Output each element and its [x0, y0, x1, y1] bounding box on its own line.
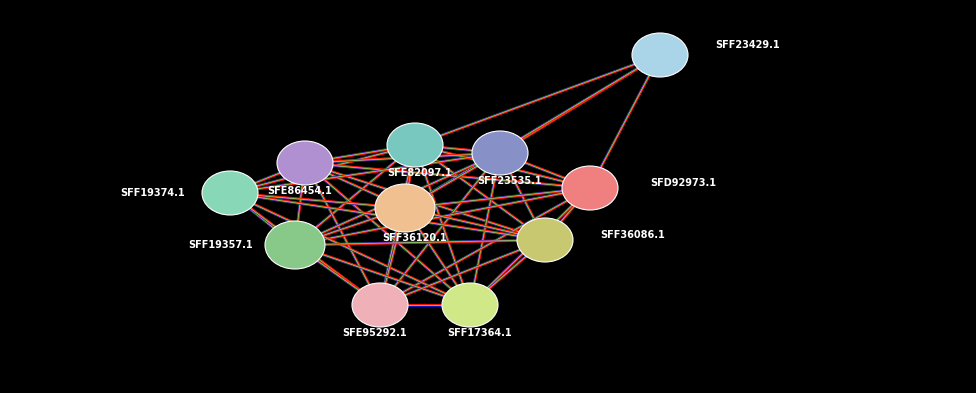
- Text: SFF23429.1: SFF23429.1: [715, 40, 780, 50]
- Ellipse shape: [517, 218, 573, 262]
- Text: SFE95292.1: SFE95292.1: [343, 328, 407, 338]
- Ellipse shape: [442, 283, 498, 327]
- Ellipse shape: [472, 131, 528, 175]
- Ellipse shape: [375, 184, 435, 232]
- Ellipse shape: [277, 141, 333, 185]
- Text: SFD92973.1: SFD92973.1: [650, 178, 716, 188]
- Text: SFF36086.1: SFF36086.1: [600, 230, 665, 240]
- Text: SFE82097.1: SFE82097.1: [387, 168, 452, 178]
- Text: SFF36120.1: SFF36120.1: [383, 233, 447, 243]
- Ellipse shape: [265, 221, 325, 269]
- Ellipse shape: [562, 166, 618, 210]
- Text: SFF23535.1: SFF23535.1: [477, 176, 543, 186]
- Ellipse shape: [202, 171, 258, 215]
- Ellipse shape: [632, 33, 688, 77]
- Text: SFF19374.1: SFF19374.1: [120, 188, 185, 198]
- Text: SFF19357.1: SFF19357.1: [188, 240, 253, 250]
- Text: SFE86454.1: SFE86454.1: [267, 186, 333, 196]
- Ellipse shape: [352, 283, 408, 327]
- Text: SFF17364.1: SFF17364.1: [448, 328, 512, 338]
- Ellipse shape: [387, 123, 443, 167]
